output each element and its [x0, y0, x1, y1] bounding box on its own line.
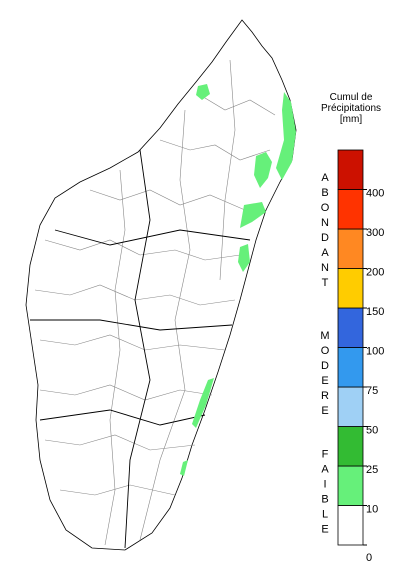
island-outline — [25, 19, 297, 551]
legend-swatch — [337, 426, 364, 467]
legend-tick-label: 300 — [366, 227, 384, 239]
legend-swatch — [337, 228, 364, 269]
legend-title: Précipitations — [321, 103, 381, 114]
legend-tick-label: 25 — [366, 464, 378, 476]
legend-tick-label: 150 — [366, 306, 384, 318]
legend-tick-label: 0 — [366, 552, 372, 564]
legend-swatch — [337, 465, 364, 506]
legend-swatch — [337, 268, 364, 309]
region-borders — [30, 149, 251, 549]
map — [25, 19, 297, 551]
legend-class-label: MODERE — [319, 330, 331, 420]
legend-title: Cumul de — [330, 92, 373, 103]
legend-tick-label: 10 — [366, 504, 378, 516]
legend-swatch — [337, 189, 364, 230]
legend-swatch — [337, 386, 364, 427]
legend-swatch — [337, 149, 364, 190]
legend-swatch — [337, 307, 364, 348]
legend-title: [mm] — [340, 114, 362, 125]
legend-swatch — [337, 505, 364, 546]
legend-tick-label: 100 — [366, 346, 384, 358]
legend-tick-label: 400 — [366, 188, 384, 200]
legend-class-label: FAIBLE — [319, 449, 331, 539]
legend-tick-label: 200 — [366, 267, 384, 279]
legend-tick-label: 50 — [366, 425, 378, 437]
rain-zones — [180, 84, 296, 476]
legend-swatch — [337, 347, 364, 388]
legend-class-label: ABONDANT — [319, 172, 331, 292]
legend-tick-label: 75 — [366, 385, 378, 397]
